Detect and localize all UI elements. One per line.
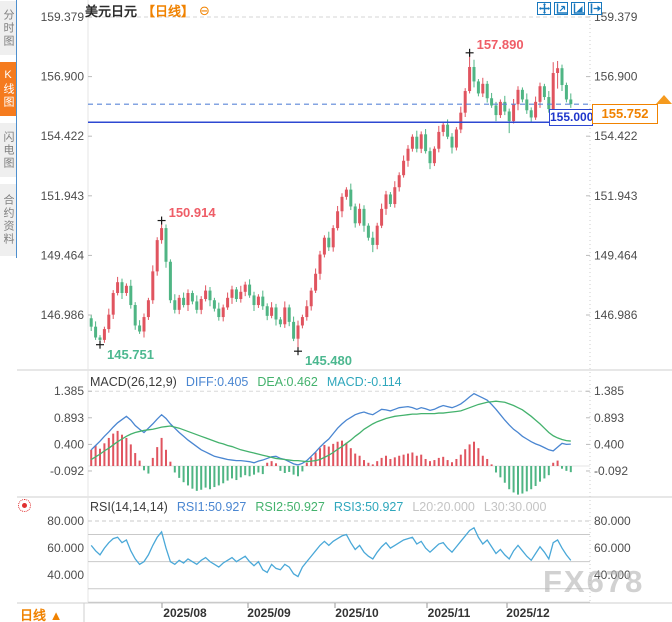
svg-text:60.000: 60.000: [594, 541, 631, 555]
last-price-label: 155.752: [592, 104, 658, 124]
svg-text:60.000: 60.000: [47, 541, 84, 555]
svg-text:2025/11: 2025/11: [428, 606, 471, 620]
fx678-watermark: FX678: [543, 564, 645, 599]
indicator-marker-icon[interactable]: [18, 499, 31, 512]
svg-text:154.422: 154.422: [594, 129, 638, 143]
rsi-title: RSI(14,14,14): [90, 500, 168, 514]
reset-view-icon[interactable]: [588, 2, 602, 15]
chart-title-row: 美元日元 【日线】 ⊖: [85, 1, 210, 20]
pan-icon[interactable]: [537, 2, 551, 15]
svg-text:40.000: 40.000: [594, 568, 631, 582]
sidebar-item-timeshare-chart[interactable]: 分时图: [0, 1, 16, 55]
rsi2-value: RSI2:50.927: [255, 500, 325, 514]
svg-text:40.000: 40.000: [47, 568, 84, 582]
zoom-out-axes-icon[interactable]: [571, 2, 585, 15]
svg-text:80.000: 80.000: [47, 514, 84, 528]
svg-text:80.000: 80.000: [594, 514, 631, 528]
macd-dea-value: DEA:0.462: [257, 375, 318, 389]
high-annotation: 157.890: [476, 36, 524, 52]
period-title: 【日线】: [142, 4, 195, 19]
svg-text:151.943: 151.943: [594, 189, 638, 203]
period-selector[interactable]: 日线 ▲: [20, 608, 63, 622]
svg-text:151.943: 151.943: [41, 189, 85, 203]
macd-macd-value: MACD:-0.114: [326, 375, 402, 389]
symbol-title: 美元日元: [85, 4, 138, 19]
svg-text:0.400: 0.400: [54, 437, 84, 451]
svg-text:2025/10: 2025/10: [335, 606, 379, 620]
zoom-in-axes-icon[interactable]: [554, 2, 568, 15]
horizontal-line-price-label[interactable]: 155.000: [549, 109, 594, 126]
low-annotation: 145.480: [305, 353, 352, 369]
svg-text:156.900: 156.900: [41, 70, 85, 84]
svg-text:0.400: 0.400: [594, 437, 624, 451]
indicator-settings-icon[interactable]: ⊖: [199, 3, 210, 18]
svg-text:156.900: 156.900: [594, 70, 638, 84]
sidebar-item-kline-chart[interactable]: K线图: [0, 62, 16, 116]
svg-text:0.893: 0.893: [594, 411, 624, 425]
rsi1-value: RSI1:50.927: [176, 500, 247, 514]
svg-text:1.385: 1.385: [54, 384, 84, 398]
svg-text:146.986: 146.986: [594, 308, 638, 322]
svg-text:0.893: 0.893: [54, 411, 84, 425]
chart-toolbar: [537, 2, 602, 15]
svg-text:2025/08: 2025/08: [163, 606, 207, 620]
chart-type-sidebar: 分时图 K线图 闪电图 合约资料: [0, 0, 17, 622]
rsi-l20-value: L20:20.000: [412, 500, 475, 514]
svg-text:154.422: 154.422: [41, 129, 85, 143]
macd-title: MACD(26,12,9): [90, 375, 177, 389]
svg-text:159.379: 159.379: [41, 10, 85, 24]
svg-text:146.986: 146.986: [41, 308, 85, 322]
rsi-header: RSI(14,14,14) RSI1:50.927 RSI2:50.927 RS…: [90, 500, 546, 514]
macd-header: MACD(26,12,9) DIFF:0.405 DEA:0.462 MACD:…: [90, 375, 402, 389]
sidebar-item-lightning-chart[interactable]: 闪电图: [0, 123, 16, 177]
svg-text:1.385: 1.385: [594, 384, 624, 398]
svg-text:-0.092: -0.092: [50, 464, 84, 478]
price-up-arrow-icon: [656, 95, 672, 104]
svg-text:-0.092: -0.092: [594, 464, 628, 478]
rsi-l30-value: L30:30.000: [483, 500, 547, 514]
svg-text:149.464: 149.464: [594, 248, 638, 262]
high-annotation: 150.914: [168, 204, 216, 220]
svg-text:149.464: 149.464: [41, 248, 85, 262]
svg-text:2025/12: 2025/12: [506, 606, 550, 620]
rsi3-value: RSI3:50.927: [333, 500, 404, 514]
sidebar-item-contract-info[interactable]: 合约资料: [0, 184, 16, 256]
low-annotation: 145.751: [107, 346, 154, 362]
svg-text:2025/09: 2025/09: [247, 606, 291, 620]
macd-diff-value: DIFF:0.405: [185, 375, 249, 389]
svg-text:159.379: 159.379: [594, 10, 638, 24]
